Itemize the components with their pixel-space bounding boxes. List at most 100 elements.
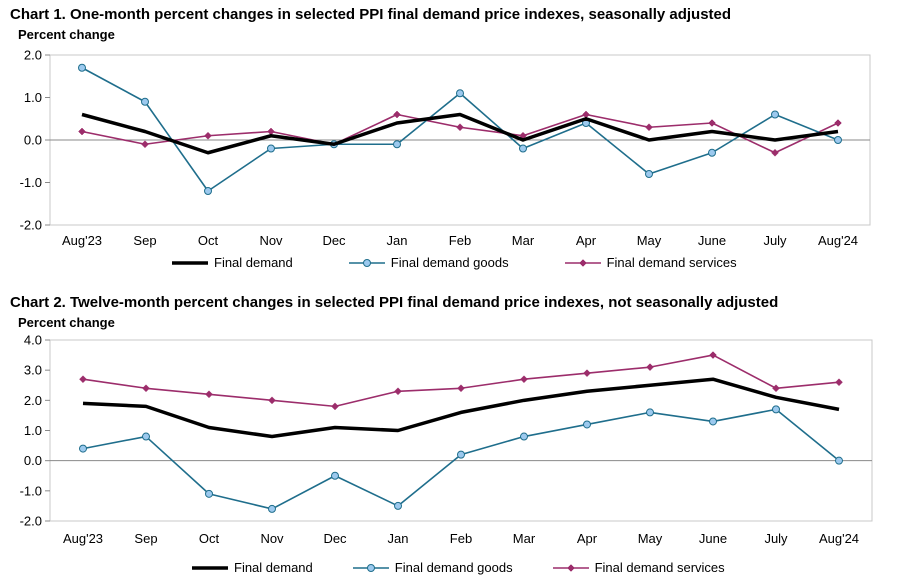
data-point	[79, 375, 87, 384]
data-point	[645, 123, 653, 132]
data-point	[456, 123, 464, 132]
legend-marker	[366, 563, 375, 572]
y-axis-label: Percent change	[18, 27, 115, 42]
data-point	[204, 187, 212, 195]
y-tick-label: 2.0	[24, 48, 42, 63]
chart-2-legend: Final demand Final demand goods Final dema…	[192, 560, 765, 575]
legend-swatch	[352, 563, 389, 572]
legend-label: Final demand	[234, 560, 313, 575]
series-line-final-demand	[81, 112, 839, 155]
data-point	[772, 384, 780, 393]
y-tick-label: 1.0	[24, 90, 42, 105]
data-point	[520, 375, 528, 384]
series-final-demand	[82, 377, 840, 439]
legend-swatch	[552, 563, 589, 572]
data-point	[268, 396, 276, 405]
x-tick-label: May	[638, 531, 663, 546]
legend-item-final-demand-goods: Final demand goods	[352, 560, 513, 575]
legend-marker	[362, 258, 371, 267]
series-final-demand-goods	[79, 405, 843, 513]
x-tick-label: Aug'24	[818, 233, 858, 248]
data-point	[331, 471, 339, 480]
legend-label: Final demand	[214, 255, 293, 270]
data-point	[141, 140, 149, 149]
data-point	[835, 456, 843, 465]
x-tick-label: Nov	[260, 531, 284, 546]
data-point	[646, 363, 654, 372]
legend-item-final-demand-services: Final demand services	[552, 560, 725, 575]
data-point	[142, 384, 150, 393]
data-point	[583, 369, 591, 378]
data-point	[394, 387, 402, 396]
data-point	[709, 417, 717, 426]
data-point	[583, 420, 591, 429]
data-point	[834, 136, 842, 144]
data-point	[646, 408, 654, 417]
data-point	[457, 450, 465, 459]
data-point	[267, 127, 275, 136]
y-tick-label: 0.0	[24, 453, 42, 468]
x-tick-label: Dec	[322, 233, 346, 248]
y-tick-label: 1.0	[24, 423, 42, 438]
legend-marker	[578, 258, 587, 267]
legend-label: Final demand goods	[390, 255, 509, 270]
data-point	[78, 63, 86, 72]
legend-label: Final demand services	[594, 560, 725, 575]
legend-label: Final demand services	[606, 255, 737, 270]
data-point	[394, 501, 402, 510]
x-tick-label: June	[699, 531, 727, 546]
legend-marker	[566, 563, 575, 572]
data-point	[645, 170, 653, 178]
y-tick-label: -1.0	[20, 175, 42, 190]
legend-swatch	[192, 565, 228, 570]
chart-2-plot: 4.0 3.0 2.0 1.0 0.0 -1.0 -2.0 Aug'23 Sep Oct Nov De…	[20, 333, 873, 546]
x-tick-label: Aug'24	[819, 531, 859, 546]
data-point	[268, 504, 276, 513]
data-point	[709, 351, 717, 359]
y-axis-label: Percent change	[18, 315, 115, 330]
data-point	[393, 140, 401, 149]
data-point	[393, 110, 401, 119]
x-tick-label: Aug'23	[63, 531, 103, 546]
data-point	[142, 432, 150, 441]
x-tick-label: Mar	[512, 233, 535, 248]
x-tick-label: Feb	[450, 531, 472, 546]
y-tick-label: 4.0	[24, 333, 42, 348]
data-point	[456, 89, 464, 98]
chart-1-legend: Final demand Final demand goods Final dema…	[172, 255, 793, 270]
data-point	[519, 144, 527, 153]
chart-1: Chart 1. One-month percent changes in se…	[0, 0, 901, 285]
data-point	[835, 378, 843, 387]
data-point	[205, 489, 213, 498]
y-tick-label: 2.0	[24, 393, 42, 408]
chart-2: Chart 2. Twelve-month percent changes in…	[0, 288, 901, 580]
data-point	[834, 119, 842, 127]
x-tick-label: July	[764, 531, 788, 546]
legend-swatch	[348, 258, 385, 267]
x-tick-label: Apr	[577, 531, 598, 546]
x-tick-label: Oct	[199, 531, 220, 546]
y-tick-label: 0.0	[24, 133, 42, 148]
data-point	[331, 402, 339, 411]
x-tick-label: Jan	[388, 531, 409, 546]
data-point	[79, 444, 87, 453]
data-point	[582, 110, 590, 119]
series-line-final-demand-services	[82, 354, 840, 408]
data-point	[520, 432, 528, 441]
x-tick-label: Mar	[513, 531, 536, 546]
legend-swatch	[564, 258, 601, 267]
chart-title: Chart 1. One-month percent changes in se…	[10, 6, 732, 23]
legend-item-final-demand: Final demand	[172, 255, 293, 270]
x-tick-label: Oct	[198, 233, 219, 248]
y-tick-label: -2.0	[20, 218, 42, 233]
data-point	[78, 127, 86, 136]
x-tick-label: Jan	[387, 233, 408, 248]
data-point	[141, 97, 149, 106]
x-tick-label: Apr	[576, 233, 597, 248]
data-point	[205, 390, 213, 399]
legend-item-final-demand: Final demand	[192, 560, 313, 575]
data-point	[771, 148, 779, 157]
x-tick-label: Feb	[449, 233, 471, 248]
series-final-demand	[81, 112, 839, 155]
x-tick-label: Sep	[133, 233, 156, 248]
